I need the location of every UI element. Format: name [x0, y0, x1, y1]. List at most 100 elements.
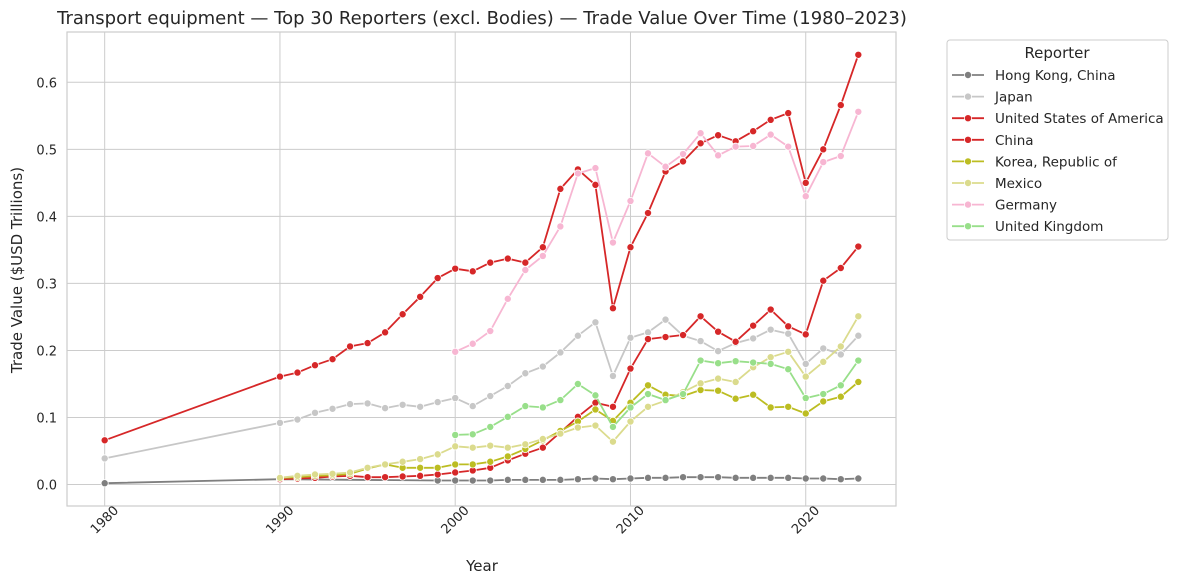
data-point	[521, 266, 530, 275]
legend-frame	[946, 39, 1169, 241]
data-point	[521, 402, 530, 411]
data-point	[731, 337, 740, 346]
legend-swatch-marker	[964, 178, 973, 187]
data-point	[591, 391, 600, 400]
data-point	[766, 403, 775, 412]
data-point	[801, 372, 810, 381]
data-point	[784, 142, 793, 151]
data-point	[696, 129, 705, 138]
data-point	[819, 276, 828, 285]
data-point	[836, 381, 845, 390]
data-point	[854, 356, 863, 365]
legend-item: United Kingdom	[952, 219, 1103, 235]
data-point	[801, 359, 810, 368]
data-point	[451, 476, 460, 485]
data-point	[556, 222, 565, 231]
data-point	[346, 400, 355, 409]
data-point	[591, 405, 600, 414]
data-point	[468, 476, 477, 485]
data-point	[644, 473, 653, 482]
data-point	[328, 469, 337, 478]
data-point	[749, 141, 758, 150]
data-point	[381, 328, 390, 337]
data-point	[714, 374, 723, 383]
data-point	[573, 331, 582, 340]
data-point	[679, 150, 688, 159]
data-point	[644, 402, 653, 411]
legend-label: Korea, Republic of	[995, 154, 1118, 170]
legend-label: Japan	[994, 90, 1033, 106]
data-point	[679, 331, 688, 340]
data-point	[608, 422, 617, 431]
data-point	[784, 329, 793, 338]
data-point	[468, 460, 477, 469]
data-point	[275, 473, 284, 482]
data-point	[766, 130, 775, 139]
legend-swatch-marker	[964, 92, 973, 101]
legend: Reporter Hong Kong, China Japan United Sta…	[946, 39, 1169, 241]
data-point	[363, 339, 372, 348]
data-point	[538, 475, 547, 484]
data-point	[573, 169, 582, 178]
legend-item: Mexico	[952, 176, 1042, 192]
data-point	[538, 243, 547, 252]
data-point	[801, 409, 810, 418]
y-tick-label: 0.2	[36, 344, 57, 359]
data-point	[854, 107, 863, 116]
data-point	[416, 292, 425, 301]
data-point	[696, 139, 705, 148]
data-point	[714, 359, 723, 368]
data-point	[679, 390, 688, 399]
data-point	[819, 145, 828, 154]
data-point	[556, 429, 565, 438]
y-tick-label: 0.3	[36, 277, 57, 292]
legend-label: China	[995, 133, 1034, 149]
data-point	[486, 476, 495, 485]
data-point	[766, 473, 775, 482]
data-point	[398, 400, 407, 409]
data-point	[381, 404, 390, 413]
data-point	[468, 339, 477, 348]
data-point	[346, 342, 355, 351]
data-point	[451, 264, 460, 273]
y-tick-label: 0.1	[36, 412, 57, 427]
series-germany	[451, 107, 863, 356]
data-point	[468, 402, 477, 411]
legend-item: Hong Kong, China	[952, 68, 1116, 84]
y-tick-label: 0.6	[36, 76, 57, 91]
data-point	[433, 398, 442, 407]
data-point	[644, 328, 653, 337]
data-point	[451, 468, 460, 477]
data-point	[731, 394, 740, 403]
data-point	[416, 471, 425, 480]
data-point	[836, 152, 845, 161]
data-point	[819, 397, 828, 406]
data-point	[521, 440, 530, 449]
data-point	[819, 390, 828, 399]
data-point	[591, 474, 600, 483]
data-point	[468, 443, 477, 452]
data-point	[819, 474, 828, 483]
series-line	[104, 54, 860, 442]
data-point	[451, 430, 460, 439]
data-point	[661, 473, 670, 482]
data-point	[696, 337, 705, 346]
data-point	[100, 454, 109, 463]
series-line	[279, 315, 860, 479]
data-point	[503, 412, 512, 421]
data-point	[661, 396, 670, 405]
data-point	[556, 475, 565, 484]
data-point	[626, 364, 635, 373]
data-point	[836, 350, 845, 359]
data-point	[784, 322, 793, 331]
data-point	[608, 402, 617, 411]
data-point	[486, 258, 495, 267]
data-point	[521, 369, 530, 378]
legend-label: Germany	[995, 198, 1057, 214]
legend-label: United Kingdom	[995, 219, 1103, 235]
data-point	[538, 362, 547, 371]
data-point	[416, 463, 425, 472]
data-point	[381, 473, 390, 482]
data-point	[486, 422, 495, 431]
